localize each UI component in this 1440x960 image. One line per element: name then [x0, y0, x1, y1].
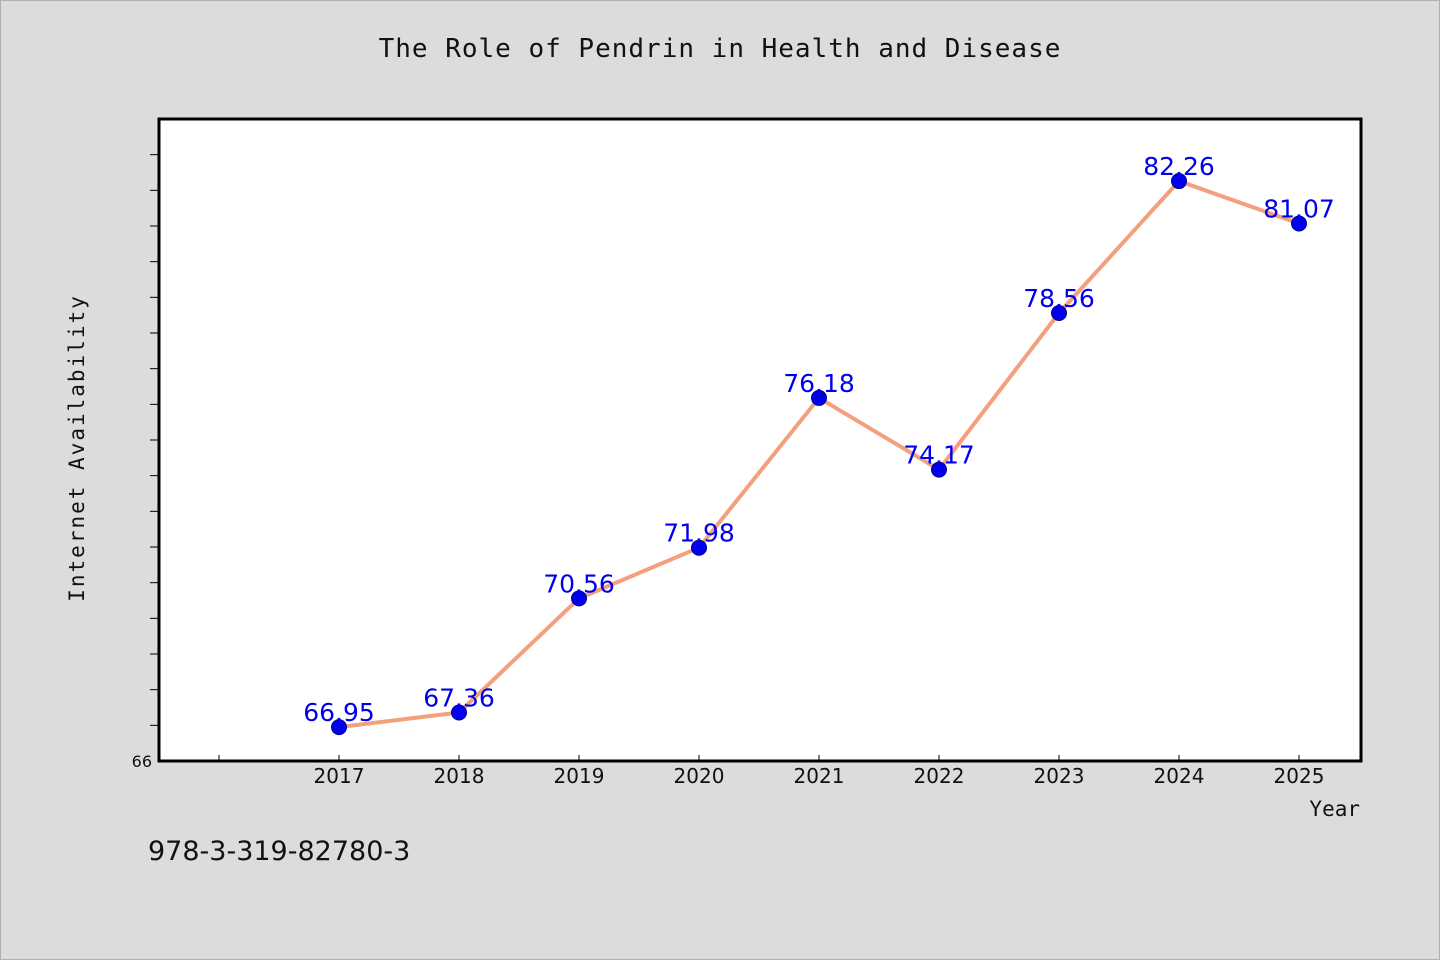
data-point — [1051, 305, 1067, 322]
data-point — [571, 590, 587, 607]
data-label: 82.26 — [1143, 152, 1215, 181]
x-tick-label: 2018 — [434, 764, 485, 788]
data-label: 78.56 — [1023, 284, 1095, 313]
data-point — [931, 461, 947, 478]
x-tick-label: 2023 — [1034, 764, 1085, 788]
data-point — [1291, 215, 1307, 232]
data-label: 76.18 — [783, 369, 855, 398]
data-point — [811, 389, 827, 406]
x-tick-label: 2020 — [674, 764, 725, 788]
x-tick-label: 2024 — [1154, 764, 1205, 788]
data-label: 71.98 — [663, 519, 735, 548]
data-label: 66.95 — [303, 698, 375, 727]
data-label: 67.36 — [423, 683, 495, 712]
chart-title: The Role of Pendrin in Health and Diseas… — [378, 34, 1062, 64]
y-axis-ticks: 66 — [132, 154, 159, 771]
y-tick-label: 66 — [132, 752, 152, 771]
isbn-footer: 978-3-319-82780-3 — [148, 836, 411, 867]
plot-area — [157, 117, 1363, 763]
data-label: 70.56 — [543, 569, 615, 598]
x-tick-label: 2019 — [554, 764, 605, 788]
x-tick-label: 2025 — [1274, 764, 1325, 788]
y-axis-label: Internet Availability — [65, 294, 89, 602]
x-tick-label: 2017 — [314, 764, 365, 788]
data-point — [1171, 173, 1187, 190]
x-axis-label: Year — [1309, 797, 1360, 821]
data-point — [451, 704, 467, 721]
data-point — [331, 719, 347, 736]
data-point — [691, 539, 707, 556]
x-tick-label: 2022 — [914, 764, 965, 788]
data-label: 74.17 — [903, 441, 975, 470]
data-label: 81.07 — [1263, 195, 1335, 224]
series-layer: 66.95 67.36 70.56 71.98 76.18 74.17 78.56 82.26… — [303, 152, 1335, 736]
x-tick-label: 2021 — [794, 764, 845, 788]
x-axis-ticks: 2017 2018 2019 2020 2021 2022 2023 2024 2025 — [218, 755, 1325, 788]
